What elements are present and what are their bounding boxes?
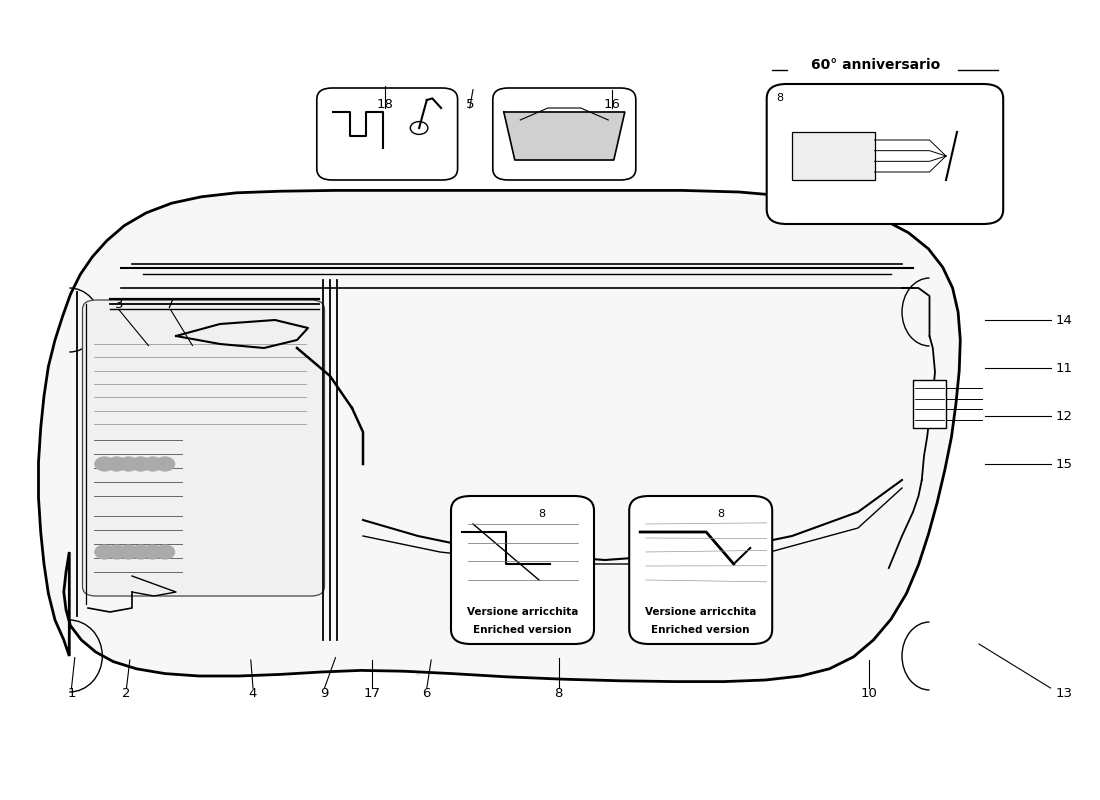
Circle shape [95,457,114,471]
Text: Versione arricchita: Versione arricchita [466,607,579,617]
Text: 5: 5 [465,98,474,110]
Text: 8: 8 [539,509,546,518]
Circle shape [119,545,139,559]
FancyBboxPatch shape [317,88,458,180]
Text: 3: 3 [114,298,123,310]
Text: 16: 16 [603,98,620,110]
Text: Enriched version: Enriched version [473,625,572,634]
Circle shape [143,545,163,559]
Circle shape [107,545,126,559]
Circle shape [143,457,163,471]
Text: 10: 10 [860,687,878,700]
Text: EU: EU [158,442,326,550]
FancyBboxPatch shape [451,496,594,644]
Text: 60° anniversario: 60° anniversario [811,58,940,72]
Text: 14: 14 [1056,314,1072,326]
Circle shape [155,457,175,471]
FancyBboxPatch shape [767,84,1003,224]
FancyBboxPatch shape [493,88,636,180]
Text: 6: 6 [422,687,431,700]
Text: 8: 8 [717,509,724,518]
Text: 11: 11 [1056,362,1072,374]
Circle shape [95,545,114,559]
Polygon shape [39,190,960,682]
Text: 17: 17 [363,687,381,700]
Text: Versione arricchita: Versione arricchita [645,607,757,617]
Circle shape [155,545,175,559]
Text: 15: 15 [1056,458,1072,470]
FancyBboxPatch shape [82,300,324,596]
Polygon shape [504,112,625,160]
Bar [913,380,946,428]
Text: 1: 1 [67,687,76,700]
Circle shape [119,457,139,471]
Text: 8: 8 [777,94,783,103]
Text: 8: 8 [554,687,563,700]
Text: 13: 13 [1056,687,1072,700]
Bar [792,132,875,180]
Text: 7: 7 [166,298,175,310]
Circle shape [131,457,151,471]
Text: 12: 12 [1056,410,1072,422]
Circle shape [107,457,126,471]
Text: Enriched version: Enriched version [651,625,750,634]
FancyBboxPatch shape [629,496,772,644]
Text: 18: 18 [376,98,394,110]
Text: 4: 4 [249,687,257,700]
Text: 2: 2 [122,687,131,700]
Text: RO: RO [295,522,475,630]
Text: 9: 9 [320,687,329,700]
Text: a passion: a passion [229,610,431,686]
Circle shape [131,545,151,559]
